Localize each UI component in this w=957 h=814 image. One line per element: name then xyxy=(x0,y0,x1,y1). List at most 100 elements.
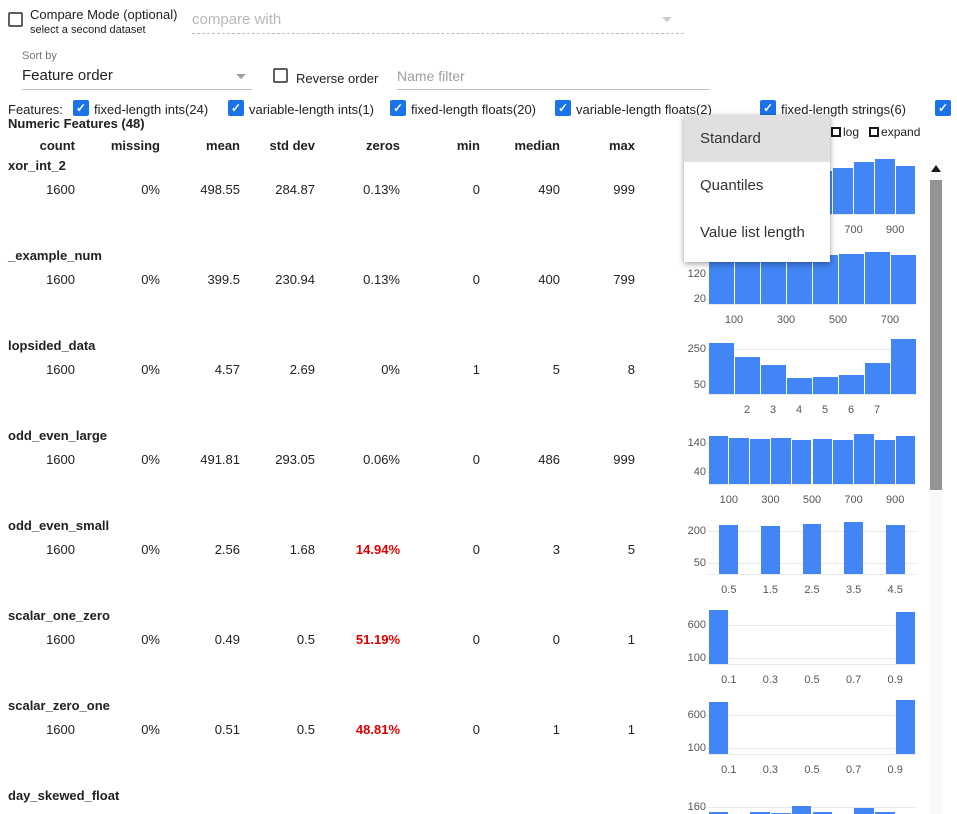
scroll-up-icon[interactable] xyxy=(931,165,941,172)
stat-min: 0 xyxy=(472,722,480,737)
gridline xyxy=(708,806,916,808)
stat-std_dev: 284.87 xyxy=(275,182,315,197)
feature-type-label: fixed-length strings(6) xyxy=(781,102,906,117)
sort-by-label: Sort by xyxy=(22,50,57,62)
stat-median: 486 xyxy=(538,452,560,467)
column-header-std-dev: std dev xyxy=(269,138,315,153)
expand-checkbox[interactable] xyxy=(869,127,880,137)
stat-mean: 2.56 xyxy=(214,542,240,557)
feature-name: day_skewed_float xyxy=(8,788,120,803)
column-header-median: median xyxy=(514,138,560,153)
stat-missing: 0% xyxy=(141,182,160,197)
menu-item-value-list-length[interactable]: Value list length xyxy=(700,224,805,241)
stat-zeros: 0.13% xyxy=(363,272,400,287)
feature-row: odd_even_large 1600 0% 491.81 293.05 0.06% 0 48… xyxy=(0,422,957,512)
stat-median: 1 xyxy=(552,722,560,737)
feature-type-label: fixed-length ints(24) xyxy=(94,102,209,117)
histogram-bar xyxy=(708,812,729,814)
compare-with-select[interactable]: compare with xyxy=(192,6,684,34)
x-axis-label: 100 xyxy=(724,314,744,326)
feature-type-checkbox[interactable]: ✓ xyxy=(73,100,89,116)
feature-name: lopsided_data xyxy=(8,338,96,353)
histogram-bar xyxy=(890,254,916,304)
stat-max: 999 xyxy=(613,182,635,197)
histogram-bar xyxy=(791,805,812,814)
stat-median: 5 xyxy=(552,362,560,377)
histogram-bar xyxy=(833,167,854,214)
feature-type-checkbox[interactable]: ✓ xyxy=(390,100,406,116)
compare-with-placeholder: compare with xyxy=(192,11,282,28)
x-axis-baseline xyxy=(708,484,916,485)
feature-row: lopsided_data 1600 0% 4.57 2.69 0% 1 5 8 250 50 2 3 4… xyxy=(0,332,957,422)
histogram-bar xyxy=(838,374,864,394)
histogram-bar xyxy=(708,435,729,484)
feature-type-checkbox[interactable]: ✓ xyxy=(935,100,951,116)
menu-item-standard[interactable]: Standard xyxy=(684,115,830,162)
sort-order-select[interactable]: Feature order xyxy=(22,64,252,90)
reverse-order-checkbox[interactable] xyxy=(273,68,288,83)
column-header-count: count xyxy=(39,138,75,153)
x-axis-label: 0.7 xyxy=(845,674,862,686)
histogram-bar xyxy=(838,253,864,304)
histogram-bar xyxy=(708,702,729,754)
y-axis-label: 100 xyxy=(687,651,706,664)
stat-max: 8 xyxy=(627,362,635,377)
gridline xyxy=(708,298,916,300)
compare-mode-subtitle: select a second dataset xyxy=(30,24,146,36)
histogram-bar xyxy=(895,166,916,214)
stat-mean: 491.81 xyxy=(200,452,240,467)
x-axis-label: 5 xyxy=(821,404,829,416)
histogram-bar xyxy=(770,437,791,484)
chevron-down-icon xyxy=(236,74,246,79)
stat-max: 999 xyxy=(613,452,635,467)
chart-type-menu: Standard Quantiles Value list length xyxy=(684,115,830,262)
histogram-bar xyxy=(761,525,780,574)
scroll-thumb[interactable] xyxy=(930,180,942,490)
stat-std_dev: 0.5 xyxy=(296,632,315,647)
histogram-bar xyxy=(864,252,890,304)
stat-count: 1600 xyxy=(46,182,75,197)
feature-name: scalar_one_zero xyxy=(8,608,110,623)
feature-type-checkbox[interactable]: ✓ xyxy=(760,100,776,116)
stat-missing: 0% xyxy=(141,362,160,377)
compare-mode-checkbox[interactable] xyxy=(8,12,23,27)
histogram-bar xyxy=(791,439,812,484)
histogram-bar xyxy=(885,524,905,574)
stat-count: 1600 xyxy=(46,362,75,377)
features-label: Features: xyxy=(8,102,63,117)
histogram-bar xyxy=(750,438,770,484)
feature-type-checkbox[interactable]: ✓ xyxy=(555,100,571,116)
scrollbar[interactable] xyxy=(929,160,943,814)
x-axis-label: 500 xyxy=(828,314,848,326)
y-axis-label: 600 xyxy=(687,708,706,721)
y-axis-label: 20 xyxy=(693,292,706,305)
x-axis-label: 0.9 xyxy=(887,674,903,686)
stat-missing: 0% xyxy=(141,452,160,467)
gridline xyxy=(708,747,916,749)
histogram-bar xyxy=(874,812,895,814)
stat-std_dev: 230.94 xyxy=(275,272,315,287)
feature-type-checkbox[interactable]: ✓ xyxy=(228,100,244,116)
stat-max: 1 xyxy=(627,722,635,737)
log-checkbox[interactable] xyxy=(831,127,841,137)
histogram-bar xyxy=(854,433,874,484)
histogram-bar xyxy=(750,811,770,814)
stat-count: 1600 xyxy=(46,542,75,557)
gridline xyxy=(708,348,916,350)
x-axis-label: 900 xyxy=(886,224,905,236)
histogram-bar xyxy=(770,812,791,814)
stat-median: 0 xyxy=(552,632,560,647)
x-axis-label: 300 xyxy=(761,494,780,506)
stat-min: 0 xyxy=(472,632,480,647)
feature-name: xor_int_2 xyxy=(8,158,66,173)
x-axis-label: 2.5 xyxy=(804,584,820,596)
stat-zeros: 0.13% xyxy=(363,182,400,197)
histogram-bar xyxy=(708,610,729,664)
menu-item-quantiles[interactable]: Quantiles xyxy=(700,177,764,194)
x-axis-label: 4.5 xyxy=(887,584,903,596)
stat-count: 1600 xyxy=(46,632,75,647)
x-axis-label: 0.3 xyxy=(762,674,779,686)
table-header-row: count missing mean std dev zeros min median max xyxy=(0,138,680,154)
name-filter-input[interactable] xyxy=(397,62,710,90)
column-header-min: min xyxy=(456,138,480,153)
